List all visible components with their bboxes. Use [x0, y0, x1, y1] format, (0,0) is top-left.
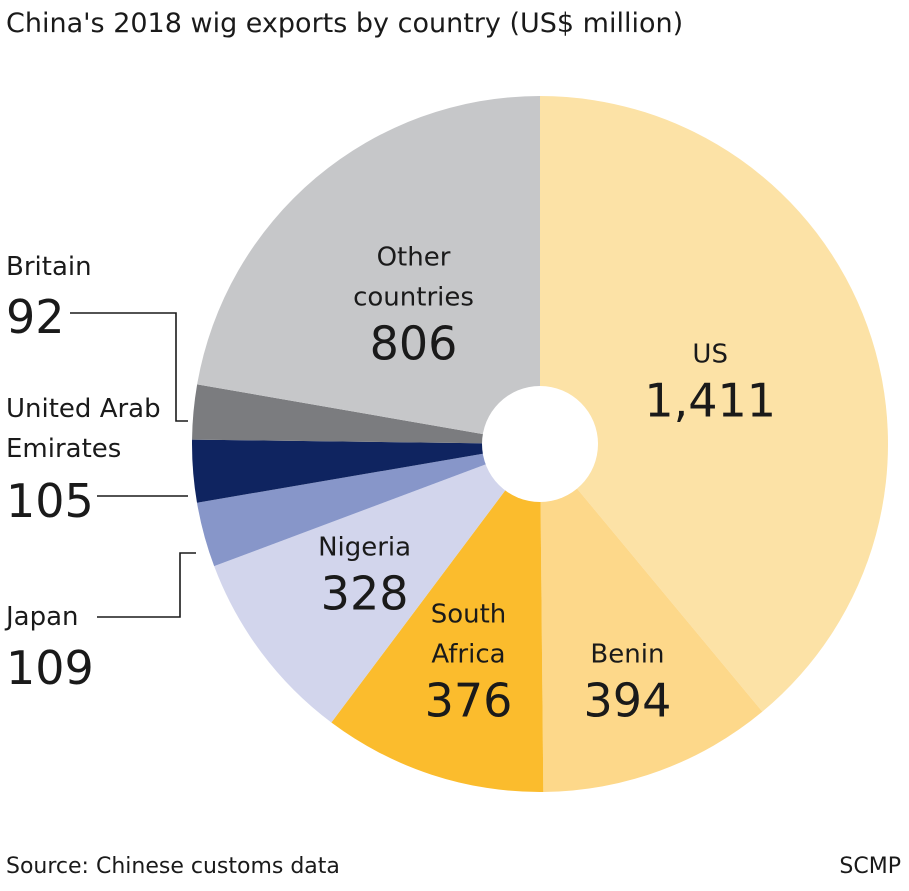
- outside-label-japan: Japan: [4, 602, 79, 632]
- slice-label-benin: Benin: [590, 640, 664, 670]
- pie-slice-us: [540, 96, 888, 712]
- pie-slice-united-arab-emirates: [192, 439, 541, 503]
- outside-value-britain: 92: [6, 290, 65, 344]
- slice-value-south-africa: 376: [425, 673, 513, 727]
- credit-label: SCMP: [839, 854, 901, 879]
- slice-label-other-countries-line-2: countries: [353, 283, 474, 313]
- leader-line-britain: [70, 312, 188, 422]
- slice-label-nigeria: Nigeria: [318, 533, 411, 563]
- leader-line-japan: [97, 552, 196, 618]
- pie-slice-japan: [196, 444, 540, 567]
- slice-label-us: US: [692, 340, 728, 370]
- pie-slice-nigeria: [214, 444, 540, 723]
- outside-label-united-arab-emirates-line-1: United Arab: [6, 394, 161, 424]
- outside-label-britain: Britain: [6, 252, 92, 282]
- outside-label-united-arab-emirates-line-2: Emirates: [6, 434, 121, 464]
- donut-hole: [482, 386, 598, 502]
- source-note: Source: Chinese customs data: [6, 854, 340, 879]
- pie-slice-britain: [192, 384, 541, 444]
- slice-value-nigeria: 328: [321, 567, 409, 621]
- slice-value-benin: 394: [584, 674, 672, 728]
- slice-label-south-africa-line-1: South: [431, 599, 507, 629]
- slice-value-other-countries: 806: [370, 317, 458, 371]
- pie-slice-other-countries: [197, 96, 540, 444]
- slice-label-other-countries-line-1: Other: [377, 243, 451, 273]
- pie-slice-south-africa: [331, 444, 544, 792]
- outside-value-japan: 109: [6, 641, 94, 695]
- pie-slice-benin: [540, 444, 763, 792]
- outside-value-united-arab-emirates: 105: [6, 474, 94, 528]
- slice-label-south-africa-line-2: Africa: [431, 639, 505, 669]
- slice-value-us: 1,411: [644, 374, 776, 428]
- chart-title: China's 2018 wig exports by country (US$…: [6, 8, 684, 39]
